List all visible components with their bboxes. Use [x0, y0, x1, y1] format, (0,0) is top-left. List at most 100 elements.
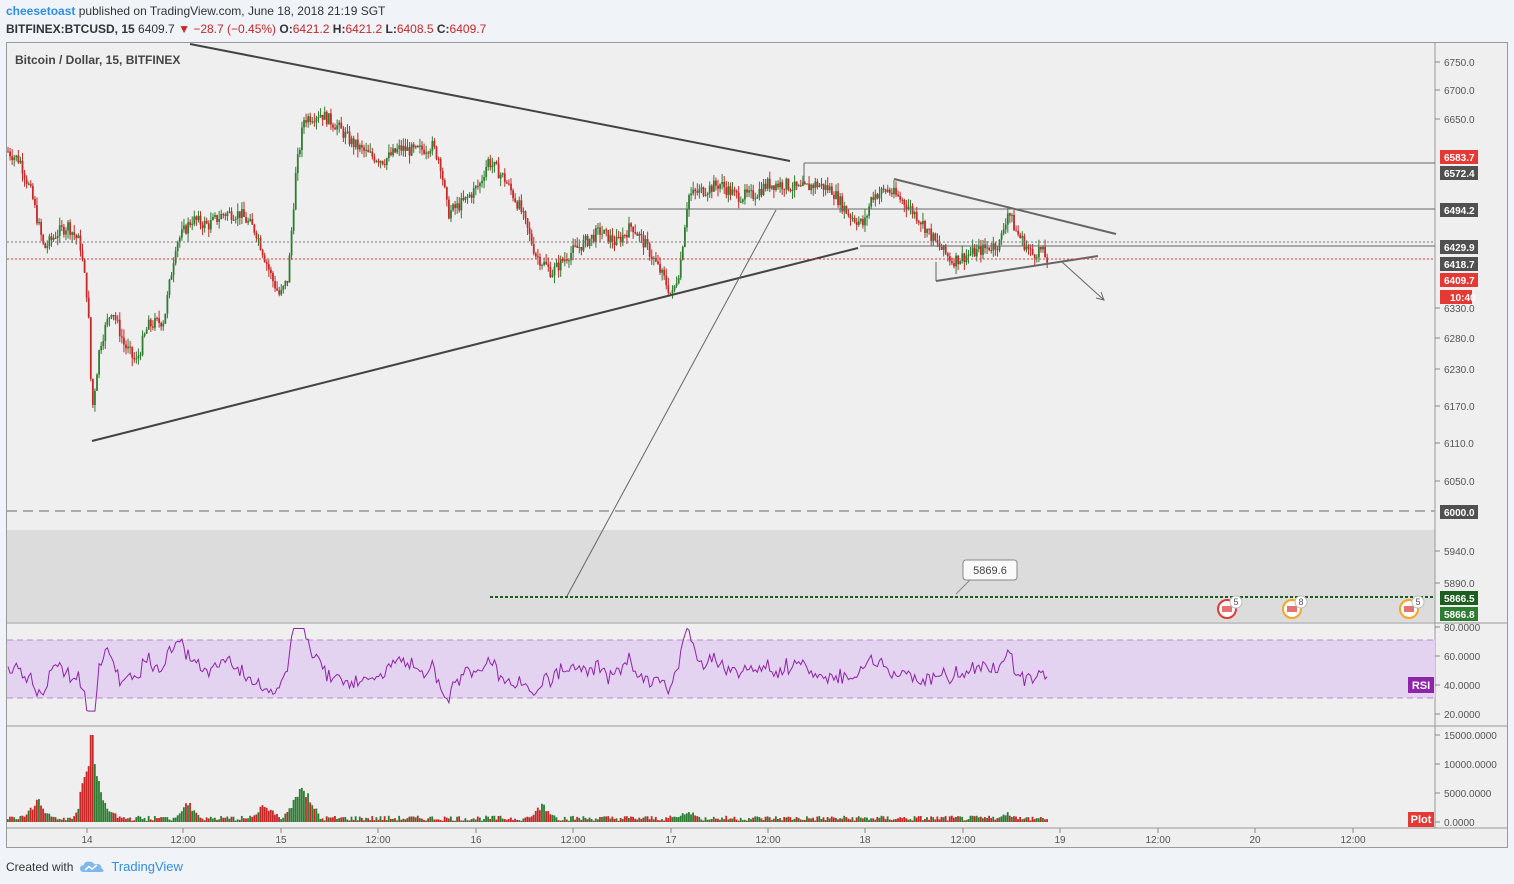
- candle-body: [532, 244, 535, 254]
- candle-body: [638, 233, 641, 236]
- rsi-series: [7, 627, 1048, 712]
- candle-body: [613, 242, 616, 246]
- volume-bar: [478, 817, 481, 822]
- wedge-lower-line[interactable]: [935, 255, 1099, 282]
- projection-arrow[interactable]: [1061, 261, 1105, 301]
- volume-bar: [81, 783, 84, 822]
- volume-bar: [874, 819, 877, 822]
- volume-bar: [211, 818, 214, 822]
- volume-bar: [220, 816, 223, 822]
- candle-body: [427, 152, 430, 154]
- price-label-text: 6418.7: [1444, 260, 1475, 271]
- candle-body: [820, 183, 823, 186]
- candle-body: [623, 234, 626, 236]
- wedge-upper-line[interactable]: [893, 178, 1117, 235]
- candle-body: [398, 145, 401, 149]
- candle-body: [835, 191, 837, 199]
- volume-bar: [278, 817, 280, 822]
- plot-pane-badge: [1408, 812, 1434, 827]
- volume-bar: [884, 819, 887, 822]
- volume-bar: [42, 808, 44, 822]
- flag-stripes-icon: [1287, 606, 1297, 612]
- candle-body: [214, 215, 216, 217]
- volume-bar: [832, 817, 835, 822]
- volume-bar: [733, 816, 736, 822]
- candle-body: [673, 285, 676, 291]
- volume-bar: [667, 818, 670, 822]
- price-tick-label: 6170.0: [1444, 402, 1475, 413]
- candle-body: [837, 191, 839, 206]
- volume-bar: [89, 735, 92, 822]
- candle-body: [893, 187, 895, 195]
- volume-bar: [158, 817, 160, 822]
- candle-body: [1037, 246, 1040, 258]
- volume-bar: [441, 820, 444, 822]
- volume-bar: [545, 811, 547, 822]
- price-tick-label: 6110.0: [1444, 439, 1474, 450]
- volume-bar: [603, 816, 605, 822]
- candle-body: [321, 114, 324, 120]
- event-badges[interactable]: 5 8 5: [1217, 595, 1425, 619]
- volume-bar: [772, 818, 775, 822]
- volume-bar: [396, 820, 398, 822]
- volume-bar: [346, 819, 349, 822]
- candle-body: [708, 185, 711, 194]
- candle-body: [895, 187, 897, 195]
- ohlc-header: BITFINEX:BTCUSD, 15 6409.7 ▼ −28.7 (−0.4…: [6, 22, 486, 36]
- candle-body: [336, 125, 339, 130]
- candle-body: [445, 187, 448, 200]
- volume-bar: [1035, 818, 1038, 822]
- candle-body: [439, 159, 442, 171]
- volume-bar: [64, 820, 67, 822]
- candle-body: [176, 242, 179, 252]
- candle-body: [793, 181, 796, 191]
- volume-bar: [731, 818, 734, 822]
- candle-body: [578, 247, 581, 249]
- volume-bar: [197, 815, 200, 822]
- close-value: 6409.7: [449, 22, 487, 36]
- price-callout[interactable]: 5869.6: [955, 559, 1018, 595]
- volume-bar: [859, 817, 862, 822]
- candle-body: [1019, 234, 1022, 239]
- candle-body: [23, 173, 26, 179]
- volume-bar: [557, 820, 560, 822]
- volume-bar: [178, 813, 181, 822]
- candle-body: [377, 160, 380, 163]
- rsi-pane-badge: [1408, 677, 1434, 693]
- descending-trendline[interactable]: [189, 43, 791, 162]
- author-name[interactable]: cheesetoast: [6, 4, 76, 18]
- volume-bar: [872, 818, 875, 822]
- volume-bar: [839, 818, 841, 822]
- volume-bar: [808, 818, 810, 822]
- volume-bar: [990, 818, 993, 822]
- volume-bar: [835, 817, 837, 822]
- volume-bar: [60, 819, 63, 822]
- volume-bar: [280, 819, 283, 822]
- candle-body: [721, 181, 724, 185]
- tradingview-brand[interactable]: TradingView: [111, 859, 183, 874]
- volume-bar: [737, 820, 740, 822]
- volume-bar: [160, 817, 162, 822]
- trendline-drawings[interactable]: [91, 43, 1435, 599]
- candle-body: [46, 245, 49, 249]
- candle-body: [619, 236, 622, 243]
- candle-body: [255, 232, 258, 239]
- candle-body: [342, 128, 345, 138]
- price-label-box: [1440, 607, 1478, 621]
- time-tick-label: 14: [81, 835, 93, 846]
- target-projection-line[interactable]: [565, 209, 777, 599]
- candle-body: [1042, 246, 1044, 250]
- volume-bar: [555, 817, 558, 822]
- volume-bar: [948, 816, 951, 822]
- volume-bar: [754, 816, 757, 822]
- ascending-trendline[interactable]: [91, 247, 859, 442]
- volume-bar: [429, 816, 432, 822]
- volume-bar: [106, 808, 109, 822]
- candle-body: [1033, 254, 1036, 259]
- candle-body: [706, 193, 709, 196]
- volume-bar: [168, 819, 171, 822]
- candle-body: [833, 194, 835, 199]
- candle-body: [282, 285, 285, 290]
- chart-frame[interactable]: [6, 42, 1508, 848]
